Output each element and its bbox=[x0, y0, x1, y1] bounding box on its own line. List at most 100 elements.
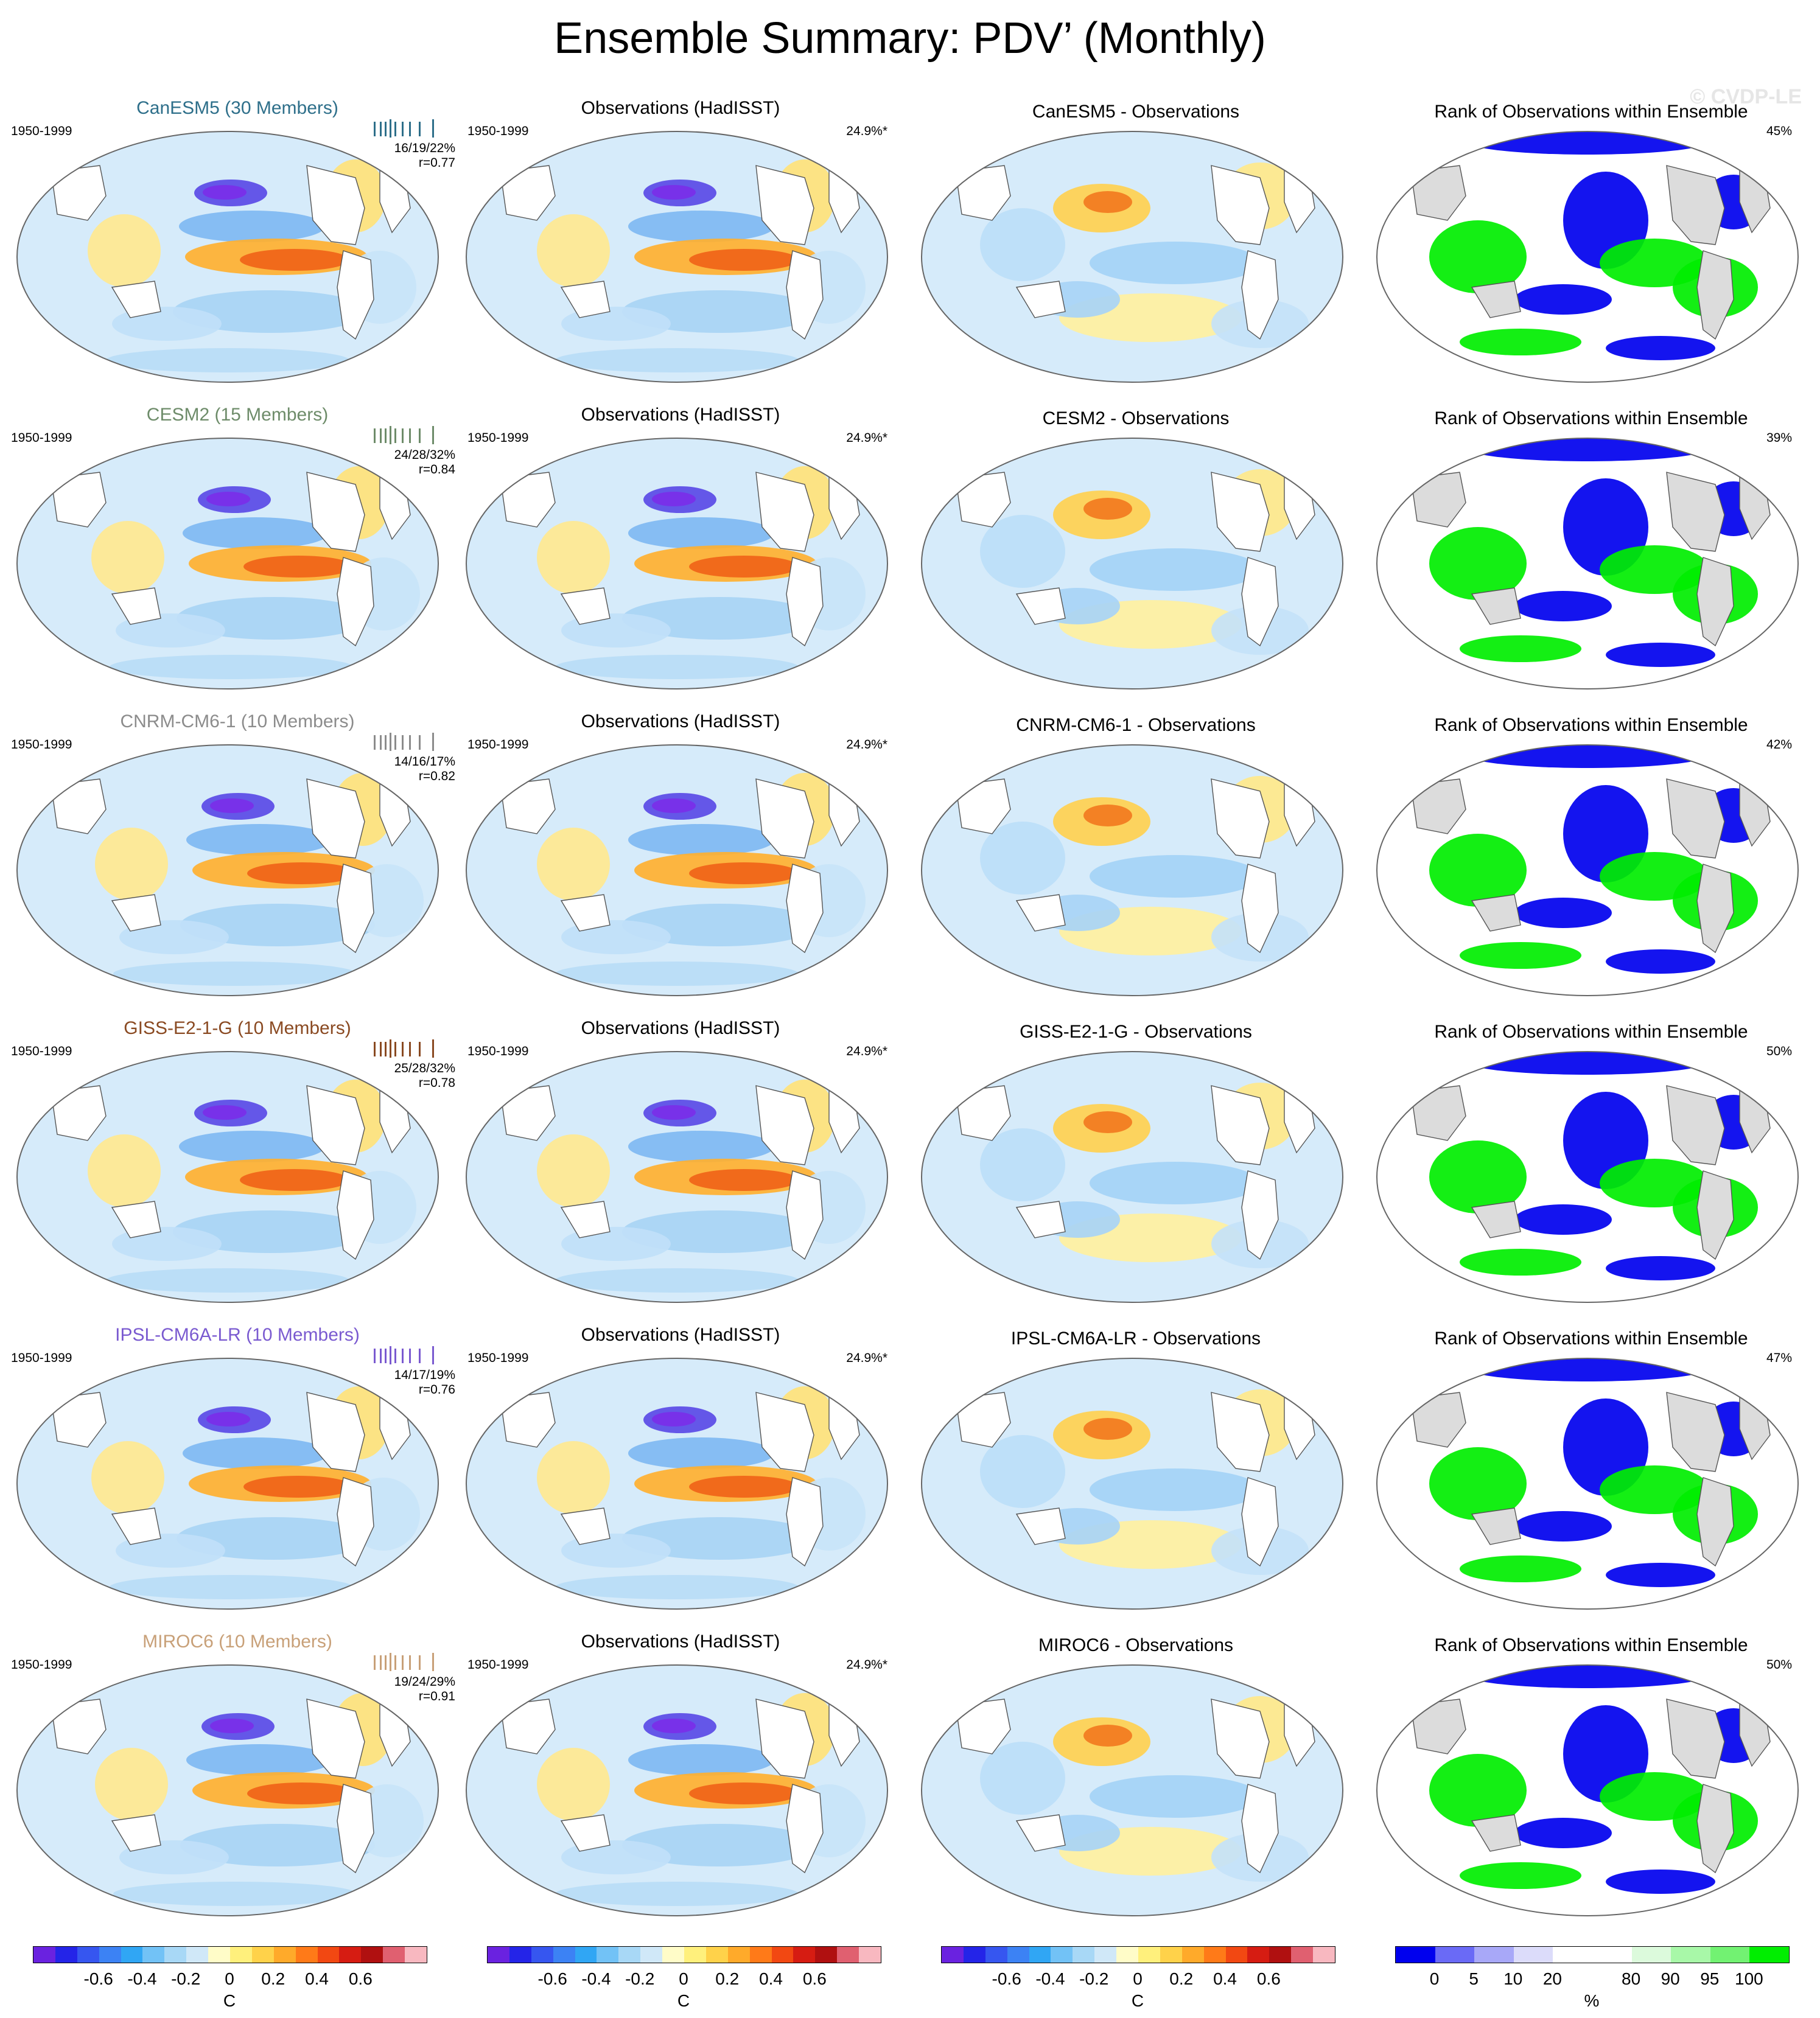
ensemble-stats: 14/17/19% bbox=[394, 1368, 455, 1382]
ensemble-stats: 16/19/22% bbox=[394, 141, 455, 155]
colorbar-swatch bbox=[1592, 1947, 1632, 1963]
field-shade bbox=[1429, 834, 1527, 907]
diff-panel-title: CESM2 - Observations bbox=[1042, 408, 1230, 428]
field-shade bbox=[110, 1575, 353, 1599]
rank-pct: 39% bbox=[1766, 431, 1792, 445]
field-shade bbox=[180, 1824, 375, 1866]
land-mass bbox=[1410, 1085, 1466, 1141]
land-mass bbox=[111, 281, 161, 318]
spread-tick bbox=[390, 1346, 391, 1364]
field-shade bbox=[119, 1840, 229, 1874]
pattern-correlation: r=0.82 bbox=[418, 769, 455, 783]
spread-tick bbox=[402, 1349, 404, 1363]
obs-map bbox=[466, 1664, 888, 1916]
field-shade bbox=[1090, 1162, 1260, 1204]
land-mass bbox=[786, 250, 824, 340]
map-outline bbox=[921, 131, 1343, 383]
field-shade bbox=[652, 1412, 696, 1426]
land-mass bbox=[1241, 250, 1279, 340]
colorbar-swatch bbox=[1094, 1947, 1117, 1963]
field-shade bbox=[203, 1105, 247, 1120]
colorbar-swatch bbox=[55, 1947, 77, 1963]
field-shade bbox=[689, 556, 799, 578]
rank-panel-title: Rank of Observations within Ensemble bbox=[1434, 1022, 1748, 1042]
field-shade bbox=[622, 597, 817, 640]
field-shade bbox=[1460, 1249, 1581, 1276]
land-mass bbox=[306, 165, 365, 245]
colorbar-unit: % bbox=[1584, 1991, 1600, 2010]
field-shade bbox=[247, 862, 357, 884]
spread-tick bbox=[432, 1039, 434, 1058]
model-map bbox=[16, 1051, 439, 1303]
land-mass bbox=[955, 472, 1011, 528]
colorbar-tick-label: 80 bbox=[1622, 1969, 1641, 1988]
map-outline bbox=[921, 1664, 1343, 1916]
period-label: 1950-1999 bbox=[11, 1351, 72, 1365]
colorbar-swatch bbox=[1513, 1947, 1553, 1963]
field-shade bbox=[689, 1169, 799, 1191]
map-outline bbox=[16, 1664, 439, 1916]
field-shade bbox=[240, 1169, 349, 1191]
field-shade bbox=[106, 1268, 349, 1293]
land-mass bbox=[1410, 165, 1466, 221]
field-shade bbox=[652, 1105, 696, 1120]
spread-tick bbox=[402, 428, 404, 443]
colorbar-tick-label: 0.2 bbox=[1169, 1969, 1194, 1988]
obs-variance-pct: 24.9%* bbox=[846, 1044, 887, 1058]
field-shade bbox=[537, 1134, 610, 1207]
field-shade bbox=[628, 1437, 774, 1469]
field-shade bbox=[88, 1134, 161, 1207]
land-mass bbox=[500, 1699, 556, 1754]
map-outline bbox=[1376, 744, 1799, 996]
obs-panel-title: Observations (HadISST) bbox=[581, 1325, 780, 1345]
field-shade bbox=[1514, 591, 1612, 621]
colorbar-tick-label: 0 bbox=[679, 1969, 688, 1988]
colorbar-swatch bbox=[942, 1947, 964, 1963]
field-shade bbox=[628, 517, 774, 549]
land-mass bbox=[306, 1392, 365, 1472]
ensemble-spread-ticks bbox=[371, 1346, 444, 1364]
model-panel-title: GISS-E2-1-G (10 Members) bbox=[124, 1018, 351, 1038]
spread-tick bbox=[419, 428, 421, 443]
field-shade bbox=[210, 798, 254, 813]
land-mass bbox=[955, 165, 1011, 221]
colorbar-tick-label: -0.2 bbox=[625, 1969, 655, 1988]
land-mass bbox=[500, 165, 556, 221]
field-shade bbox=[247, 1782, 357, 1804]
spread-tick bbox=[394, 735, 396, 750]
field-shade bbox=[183, 1437, 329, 1469]
field-shade bbox=[622, 1824, 817, 1866]
colorbar-swatch bbox=[77, 1947, 99, 1963]
ensemble-stats: 14/16/17% bbox=[394, 755, 455, 769]
field-shade bbox=[119, 920, 229, 954]
model-map bbox=[16, 438, 439, 690]
field-shade bbox=[628, 211, 774, 242]
field-shade bbox=[628, 1131, 774, 1162]
map-outline bbox=[466, 744, 888, 996]
land-mass bbox=[1666, 472, 1725, 552]
colorbar-swatch bbox=[1029, 1947, 1051, 1963]
colorbar-swatch bbox=[553, 1947, 575, 1963]
period-label: 1950-1999 bbox=[11, 1658, 72, 1672]
map-outline bbox=[466, 438, 888, 690]
period-label: 1950-1999 bbox=[467, 738, 529, 752]
field-shade bbox=[1606, 1870, 1715, 1894]
field-shade bbox=[689, 1476, 799, 1498]
spread-tick bbox=[432, 1346, 434, 1364]
obs-map bbox=[466, 1358, 888, 1610]
field-shade bbox=[206, 1412, 250, 1426]
period-label: 1950-1999 bbox=[467, 124, 529, 138]
colorbar-swatch bbox=[317, 1947, 340, 1963]
map-outline bbox=[466, 1051, 888, 1303]
colorbar-swatch bbox=[1671, 1947, 1710, 1963]
land-mass bbox=[337, 1784, 374, 1874]
colorbar-swatch bbox=[1051, 1947, 1073, 1963]
obs-variance-pct: 24.9%* bbox=[846, 1351, 887, 1365]
map-outline bbox=[1376, 131, 1799, 383]
field-shade bbox=[555, 348, 799, 372]
field-shade bbox=[980, 822, 1065, 895]
land-mass bbox=[1015, 894, 1066, 932]
colorbar-tick-label: 0 bbox=[1133, 1969, 1143, 1988]
land-mass bbox=[337, 250, 374, 340]
field-shade bbox=[555, 962, 799, 986]
